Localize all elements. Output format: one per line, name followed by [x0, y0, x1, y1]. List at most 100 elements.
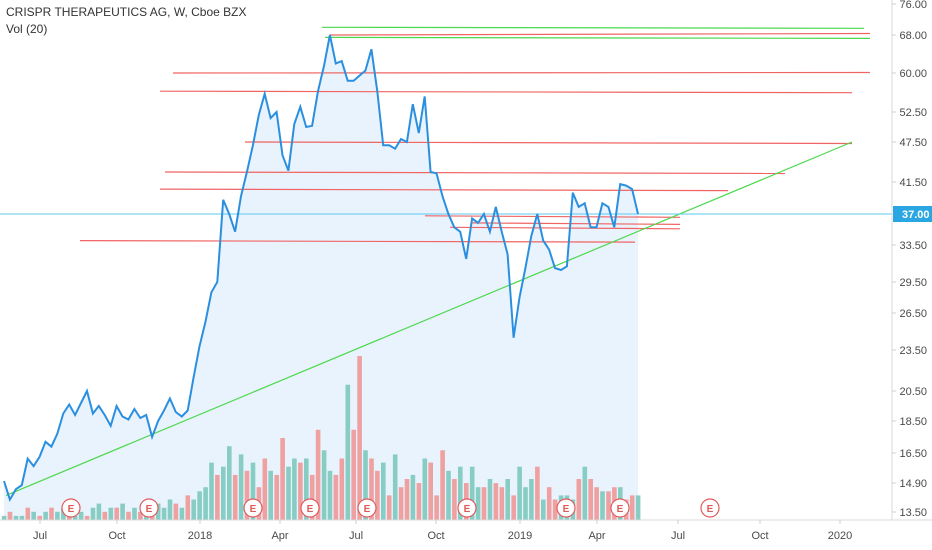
volume-bar — [292, 458, 297, 520]
volume-bar — [102, 511, 108, 520]
volume-bar — [529, 479, 534, 520]
volume-bar — [138, 511, 143, 520]
time-axis[interactable]: Jul Oct 2018 Apr Jul Oct 2019 Apr Jul Oct 2020 — [33, 520, 852, 542]
volume-bar — [475, 487, 481, 520]
y-tick-label: 41.50 — [899, 177, 927, 189]
volume-bar — [369, 458, 374, 520]
volume-bar — [505, 479, 510, 520]
volume-bar — [469, 466, 475, 520]
earnings-marker[interactable]: E — [300, 498, 320, 518]
svg-text:E: E — [617, 504, 624, 515]
volume-bar — [232, 474, 238, 520]
x-tick-label: Apr — [271, 530, 288, 542]
volume-bar — [375, 470, 380, 520]
volume-bar — [84, 515, 90, 520]
earnings-marker[interactable]: E — [457, 498, 477, 518]
price-axis[interactable]: 76.00 68.00 60.00 52.50 47.50 41.50 33.50 29.50… — [892, 0, 927, 519]
svg-text:E: E — [146, 504, 153, 515]
volume-bar — [185, 495, 191, 520]
volume-legend[interactable]: Vol (20) — [6, 22, 48, 36]
volume-bar — [481, 487, 487, 520]
volume-bar — [386, 495, 392, 520]
volume-bar — [309, 474, 315, 520]
volume-bar — [499, 487, 505, 520]
volume-bar — [203, 487, 208, 520]
volume-bar — [132, 507, 137, 520]
volume-bar — [19, 515, 25, 520]
svg-text:E: E — [68, 504, 75, 515]
volume-bar — [13, 515, 19, 520]
x-tick-label: Oct — [427, 530, 444, 542]
volume-bar — [227, 446, 232, 520]
y-tick-label: 13.50 — [899, 507, 927, 519]
volume-bar — [31, 511, 36, 520]
volume-bar — [416, 483, 422, 520]
price-area-fill — [4, 35, 638, 520]
horizontal-levels — [79, 26, 871, 243]
volume-bar — [363, 450, 368, 520]
volume-bar — [452, 479, 457, 520]
svg-text:E: E — [464, 504, 471, 515]
volume-bar — [458, 466, 463, 520]
volume-bar — [315, 429, 321, 520]
earnings-marker[interactable]: E — [700, 498, 720, 518]
volume-bar — [179, 507, 185, 520]
volume-bar — [37, 515, 42, 520]
volume-bar — [114, 507, 119, 520]
volume-bar — [535, 466, 540, 520]
resistance-level — [79, 240, 636, 243]
y-tick-label: 52.50 — [899, 107, 927, 119]
volume-bar — [280, 438, 285, 520]
resistance-level — [471, 222, 681, 225]
earnings-marker[interactable]: E — [357, 498, 377, 518]
volume-bar — [434, 495, 439, 520]
volume-bar — [167, 499, 173, 520]
volume-bar — [72, 515, 78, 520]
earnings-marker[interactable]: E — [139, 498, 159, 518]
volume-bar — [55, 511, 60, 520]
chart-legend: CRISPR THERAPEUTICS AG, W, Cboe BZX Vol … — [6, 4, 247, 38]
volume-bar — [209, 462, 214, 520]
volume-bar — [351, 429, 356, 520]
y-tick-label: 68.00 — [899, 30, 927, 42]
resistance-level — [159, 90, 853, 94]
x-tick-label: Apr — [588, 530, 605, 542]
symbol-title[interactable]: CRISPR THERAPEUTICS AG, W, Cboe BZX — [6, 5, 247, 19]
volume-bar — [120, 503, 125, 520]
volume-bar — [517, 466, 522, 520]
earnings-marker[interactable]: E — [556, 498, 576, 518]
x-tick-label: 2019 — [508, 530, 532, 542]
last-price-tag: 37.00 — [893, 206, 932, 222]
volume-bar — [126, 511, 131, 520]
y-tick-label: 18.50 — [899, 416, 927, 428]
x-tick-label: Oct — [108, 530, 125, 542]
price-line — [3, 34, 639, 503]
volume-bar — [487, 479, 493, 520]
volume-bar — [546, 487, 552, 520]
earnings-marker[interactable]: E — [61, 498, 81, 518]
volume-bar — [410, 474, 416, 520]
volume-bar — [7, 511, 13, 520]
x-tick-label: Jul — [33, 530, 47, 542]
level-green — [321, 26, 865, 29]
volume-bar — [422, 458, 428, 520]
volume-bar — [594, 487, 599, 520]
x-tick-label: Jul — [671, 530, 685, 542]
volume-bar — [155, 503, 161, 520]
y-tick-label: 26.50 — [899, 308, 927, 320]
y-tick-label: 20.50 — [899, 386, 927, 398]
volume-bar — [250, 462, 256, 520]
earnings-marker[interactable]: E — [243, 498, 263, 518]
volume-bar — [398, 487, 404, 520]
volume-bar — [197, 491, 202, 520]
y-tick-label: 60.00 — [899, 68, 927, 80]
volume-bar — [238, 454, 244, 520]
earnings-marker[interactable]: E — [610, 498, 630, 518]
volume-bar — [173, 503, 179, 520]
volume-bar — [357, 356, 362, 520]
volume-bar — [108, 507, 114, 520]
volume-bar — [392, 454, 398, 520]
volume-bar — [1, 515, 7, 520]
